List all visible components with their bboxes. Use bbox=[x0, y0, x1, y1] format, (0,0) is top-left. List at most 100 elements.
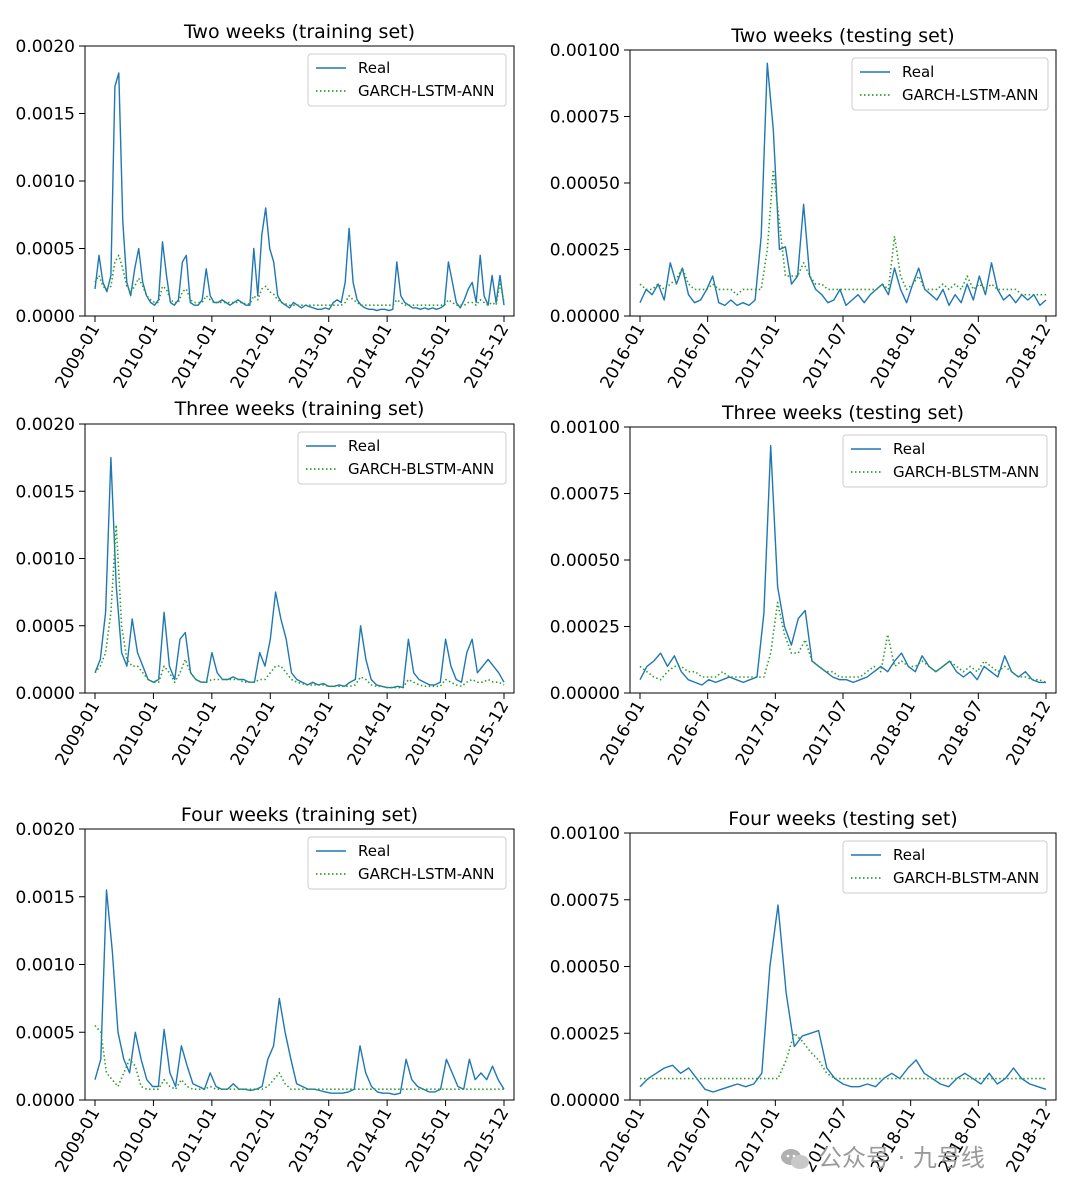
legend-label: GARCH-LSTM-ANN bbox=[358, 865, 495, 883]
y-tick-label: 0.00050 bbox=[550, 551, 620, 571]
series-line-model bbox=[639, 601, 1047, 684]
x-tick-label: 2011-01 bbox=[168, 321, 221, 393]
chart-title: Two weeks (training set) bbox=[183, 21, 415, 43]
y-tick-label: 0.00025 bbox=[550, 1024, 620, 1044]
legend: Real GARCH-LSTM-ANN bbox=[851, 57, 1049, 111]
legend-box bbox=[307, 53, 507, 107]
series-line-model bbox=[94, 254, 505, 307]
x-tick-label: 2009-01 bbox=[51, 1105, 104, 1177]
series-line-real bbox=[94, 889, 505, 1096]
chart-panel: Four weeks (testing set) 0.00000 0.00025 0.… bbox=[550, 808, 1057, 1177]
legend-label: Real bbox=[893, 846, 925, 864]
series-line-real bbox=[639, 444, 1046, 686]
x-tick-label: 2015-12 bbox=[460, 698, 513, 770]
legend-label: GARCH-BLSTM-ANN bbox=[893, 463, 1039, 481]
watermark: 公众号 · 九号线 bbox=[780, 1138, 985, 1173]
x-tick-label: 2014-01 bbox=[344, 1105, 397, 1177]
y-tick-label: 0.0010 bbox=[16, 956, 75, 976]
y-tick-label: 0.0015 bbox=[16, 888, 75, 908]
y-tick-label: 0.0015 bbox=[16, 105, 75, 125]
series-line-real bbox=[639, 904, 1047, 1093]
legend: Real GARCH-BLSTM-ANN bbox=[842, 840, 1048, 894]
x-tick-label: 2014-01 bbox=[344, 698, 397, 770]
series-line-model bbox=[640, 1032, 1046, 1080]
y-tick-label: 0.00050 bbox=[550, 174, 620, 194]
chart-panel: Four weeks (training set) 0.0000 0.0005 0.0… bbox=[16, 804, 515, 1177]
plot-frame bbox=[629, 426, 1057, 694]
x-tick-label: 2011-01 bbox=[168, 698, 221, 770]
y-tick-label: 0.0005 bbox=[16, 617, 75, 637]
x-tick-label: 2015-12 bbox=[460, 1105, 513, 1177]
x-tick-label: 2017-07 bbox=[799, 321, 852, 393]
wechat-icon bbox=[781, 1149, 809, 1169]
x-tick-label: 2015-01 bbox=[402, 320, 455, 392]
y-tick-label: 0.0020 bbox=[16, 820, 75, 840]
y-tick-label: 0.0000 bbox=[16, 684, 75, 704]
y-tick-label: 0.0005 bbox=[16, 240, 75, 260]
legend-label: Real bbox=[902, 63, 934, 81]
x-tick-label: 2018-12 bbox=[1002, 1105, 1055, 1177]
legend-label: Real bbox=[893, 440, 925, 458]
legend-label: GARCH-LSTM-ANN bbox=[358, 82, 495, 100]
y-tick-label: 0.0005 bbox=[16, 1023, 75, 1043]
x-tick-label: 2015-12 bbox=[460, 321, 513, 393]
y-tick-label: 0.00100 bbox=[550, 418, 620, 438]
chart-title: Three weeks (testing set) bbox=[721, 402, 964, 424]
y-tick-label: 0.00050 bbox=[550, 958, 620, 978]
series-line-real bbox=[94, 456, 505, 689]
x-tick-label: 2012-01 bbox=[227, 321, 280, 393]
x-tick-label: 2013-01 bbox=[285, 698, 338, 770]
legend: Real GARCH-LSTM-ANN bbox=[307, 836, 507, 890]
y-tick-label: 0.00000 bbox=[550, 684, 620, 704]
y-tick-label: 0.00100 bbox=[550, 824, 620, 844]
chart-title: Three weeks (training set) bbox=[174, 398, 425, 420]
x-tick-label: 2014-01 bbox=[344, 321, 397, 393]
watermark-text: 公众号 · 九号线 bbox=[818, 1144, 985, 1172]
x-tick-label: 2016-01 bbox=[596, 698, 649, 770]
y-tick-label: 0.0000 bbox=[16, 1091, 75, 1111]
chart-title: Four weeks (testing set) bbox=[728, 808, 957, 830]
y-tick-label: 0.00025 bbox=[550, 241, 620, 261]
x-tick-label: 2010-01 bbox=[110, 1105, 163, 1177]
legend-label: Real bbox=[358, 842, 390, 860]
x-tick-label: 2018-01 bbox=[867, 321, 920, 393]
plot-frame bbox=[84, 45, 515, 317]
y-tick-label: 0.00075 bbox=[550, 891, 620, 911]
x-tick-label: 2010-01 bbox=[110, 321, 163, 393]
plot-frame bbox=[629, 49, 1057, 317]
x-tick-label: 2010-01 bbox=[110, 698, 163, 770]
y-tick-label: 0.00075 bbox=[550, 485, 620, 505]
plot-frame bbox=[629, 832, 1057, 1101]
legend-box bbox=[842, 434, 1048, 488]
y-tick-label: 0.0020 bbox=[16, 37, 75, 57]
x-tick-label: 2013-01 bbox=[285, 1105, 338, 1177]
y-tick-label: 0.00075 bbox=[550, 108, 620, 128]
series-line-model bbox=[94, 1024, 504, 1090]
legend-label: Real bbox=[348, 437, 380, 455]
x-tick-label: 2015-01 bbox=[402, 698, 455, 770]
x-tick-label: 2009-01 bbox=[51, 321, 104, 393]
series-line-model bbox=[639, 168, 1046, 296]
x-tick-label: 2016-07 bbox=[664, 698, 717, 770]
x-tick-label: 2018-07 bbox=[935, 320, 988, 392]
x-tick-label: 2017-01 bbox=[732, 321, 785, 393]
legend-box bbox=[297, 431, 507, 485]
chart-title: Four weeks (training set) bbox=[181, 804, 418, 826]
x-tick-label: 2018-07 bbox=[935, 697, 988, 769]
x-tick-label: 2017-07 bbox=[799, 698, 852, 770]
legend-box bbox=[842, 840, 1048, 894]
x-tick-label: 2017-01 bbox=[732, 1105, 785, 1177]
y-tick-label: 0.0010 bbox=[16, 172, 75, 192]
y-tick-label: 0.00025 bbox=[550, 618, 620, 638]
x-tick-label: 2016-07 bbox=[664, 1105, 717, 1177]
x-tick-label: 2016-01 bbox=[596, 321, 649, 393]
chart-panel: Three weeks (testing set) 0.00000 0.00025 0… bbox=[550, 402, 1057, 770]
x-tick-label: 2009-01 bbox=[51, 698, 104, 770]
legend: Real GARCH-BLSTM-ANN bbox=[842, 434, 1048, 488]
plot-frame bbox=[84, 423, 515, 694]
legend-label: GARCH-BLSTM-ANN bbox=[893, 869, 1039, 887]
y-tick-label: 0.00100 bbox=[550, 41, 620, 61]
series-line-real bbox=[639, 62, 1047, 307]
x-tick-label: 2018-12 bbox=[1002, 698, 1055, 770]
